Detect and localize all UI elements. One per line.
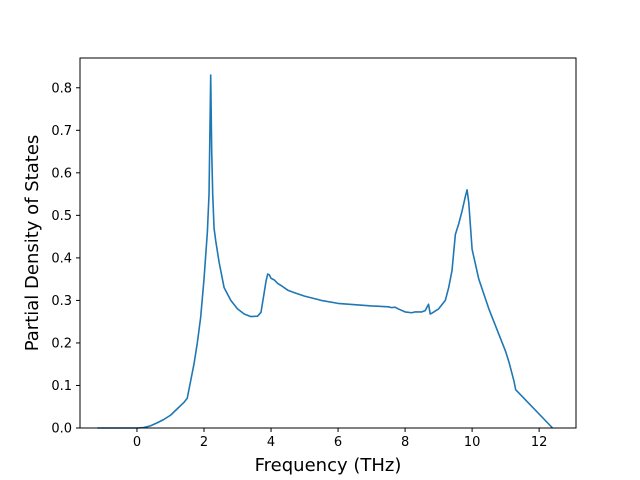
plot-frame	[79, 57, 577, 429]
x-tick-label: 0	[133, 435, 141, 450]
y-tick-label: 0.7	[51, 124, 72, 139]
y-tick-label: 0.1	[51, 379, 72, 394]
y-axis-ticks: 0.0 0.1 0.2 0.3 0.4 0.5 0.6 0.7 0.8	[51, 81, 80, 437]
x-tick-label: 10	[464, 435, 481, 450]
x-tick-label: 2	[200, 435, 208, 450]
series-line-0	[97, 74, 554, 429]
y-tick-label: 0.5	[51, 209, 72, 224]
y-tick-label: 0.2	[51, 336, 72, 351]
x-tick-label: 12	[531, 435, 548, 450]
x-axis-title: Frequency (THz)	[255, 455, 402, 476]
plot-area	[97, 74, 554, 429]
y-tick-label: 0.8	[51, 81, 72, 96]
y-axis-title: Partial Density of States	[22, 135, 43, 352]
x-tick-label: 6	[334, 435, 342, 450]
y-tick-label: 0.0	[51, 422, 72, 437]
y-tick-label: 0.3	[51, 294, 72, 309]
x-tick-label: 4	[267, 435, 275, 450]
y-tick-label: 0.6	[51, 166, 72, 181]
x-tick-label: 8	[401, 435, 409, 450]
y-tick-label: 0.4	[51, 251, 72, 266]
x-axis-ticks: 0 2 4 6 8 10 12	[133, 428, 548, 450]
